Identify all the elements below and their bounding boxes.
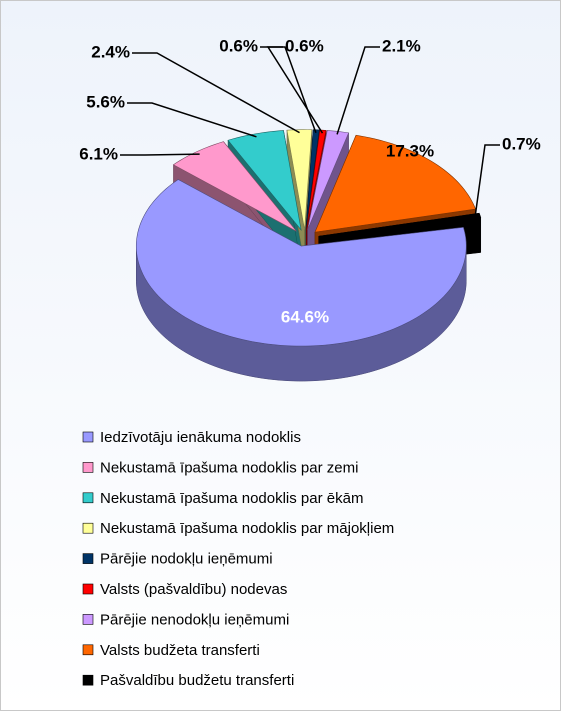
legend-swatch [82, 462, 94, 473]
legend-label: Valsts budžeta transferti [100, 642, 260, 659]
leader-line [132, 52, 300, 134]
legend-label: Iedzīvotāju ienākuma nodoklis [100, 429, 301, 446]
slice [227, 130, 302, 232]
legend-swatch [82, 614, 94, 625]
slice [306, 129, 327, 230]
data-label: 0.7% [502, 134, 541, 153]
legend-swatch [82, 583, 94, 595]
leader-line [474, 144, 500, 217]
slice [286, 129, 313, 230]
legend-swatch [82, 644, 94, 656]
data-label: 0.6% [219, 36, 258, 55]
legend-swatch [82, 492, 94, 504]
slice [135, 179, 467, 347]
data-label: 5.6% [86, 92, 125, 111]
data-label: 2.4% [91, 42, 130, 61]
data-label: 0.6% [285, 36, 324, 55]
legend-label: Pārējie nenodokļu ieņēmumi [100, 611, 289, 628]
legend-label: Nekustamā īpašuma nodoklis par mājokļiem [100, 520, 394, 537]
leader-line [120, 153, 200, 156]
slice [314, 134, 476, 233]
legend-label: Nekustamā īpašuma nodoklis par ēkām [100, 490, 363, 507]
data-label: 2.1% [382, 36, 421, 55]
legend-swatch [82, 553, 94, 564]
legend-swatch [82, 674, 94, 686]
leader-line [266, 46, 324, 134]
legend-swatch [82, 522, 94, 534]
leader-line [127, 102, 257, 138]
leader-line [336, 46, 380, 135]
slice [172, 141, 297, 232]
legend-swatch [82, 431, 94, 443]
data-label: 17.3% [386, 141, 434, 160]
legend-label: Pašvaldību budžetu transferti [100, 672, 294, 689]
legend-label: Nekustamā īpašuma nodoklis par zemi [100, 459, 358, 476]
data-label: 64.6% [281, 307, 329, 326]
slice [305, 129, 320, 230]
slice [318, 212, 482, 237]
data-label: 6.1% [79, 144, 118, 163]
legend-label: Pārējie nodokļu ieņēmumi [100, 551, 273, 568]
legend-label: Valsts (pašvaldību) nodevas [100, 581, 287, 598]
